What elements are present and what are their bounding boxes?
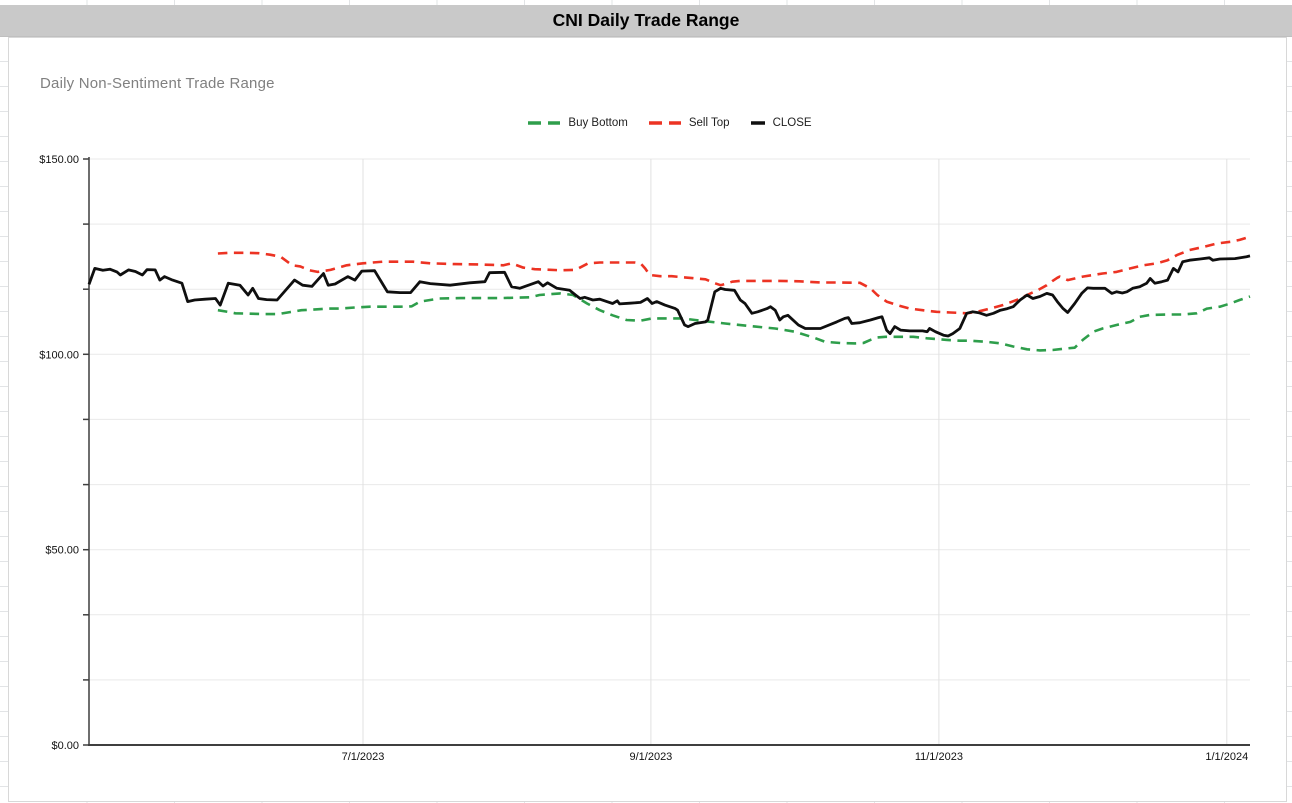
series-sell-top bbox=[217, 235, 1251, 315]
legend-label: Buy Bottom bbox=[568, 117, 628, 129]
sheet-row-gridlines-left bbox=[0, 37, 8, 803]
chart-title: Daily Non-Sentiment Trade Range bbox=[40, 75, 275, 92]
buy-bottom-swatch-icon bbox=[528, 121, 561, 125]
sheet-column-gridlines-bottom bbox=[0, 801, 1292, 803]
y-axis-label: $0.00 bbox=[51, 740, 79, 752]
sell-top-swatch-icon bbox=[648, 121, 681, 125]
sheet-title: CNI Daily Trade Range bbox=[552, 10, 740, 30]
legend-label: Sell Top bbox=[688, 117, 730, 129]
series-buy-bottom bbox=[217, 292, 1251, 352]
series-close bbox=[87, 254, 1251, 338]
chart-legend: Buy Bottom Sell Top CLOSE bbox=[89, 114, 1250, 132]
y-axis-label: $100.00 bbox=[39, 349, 79, 361]
legend-item-buy-bottom: Buy Bottom bbox=[527, 117, 628, 129]
y-axis-label: $150.00 bbox=[39, 154, 79, 166]
chart-panel[interactable]: 7/1/2023 9/1/2023 11/1/2023 1/1/2024 $150.00… bbox=[8, 37, 1287, 802]
legend-item-close: CLOSE bbox=[750, 117, 812, 129]
legend-label: CLOSE bbox=[772, 117, 812, 129]
x-axis-label: 9/1/2023 bbox=[629, 751, 672, 763]
sheet-row-gridlines-right bbox=[1286, 37, 1292, 803]
sheet-header-bar: CNI Daily Trade Range bbox=[0, 5, 1292, 37]
y-axis-label: $50.00 bbox=[45, 545, 79, 557]
sheet-column-gridlines-top bbox=[0, 0, 1292, 5]
legend-item-sell-top: Sell Top bbox=[648, 117, 730, 129]
close-swatch-icon bbox=[750, 121, 765, 125]
x-axis-label: 1/1/2024 bbox=[1205, 751, 1248, 763]
trade-range-plot: 7/1/2023 9/1/2023 11/1/2023 1/1/2024 $150.00… bbox=[39, 154, 1251, 763]
x-axis-label: 11/1/2023 bbox=[915, 751, 963, 763]
x-axis-label: 7/1/2023 bbox=[342, 751, 385, 763]
